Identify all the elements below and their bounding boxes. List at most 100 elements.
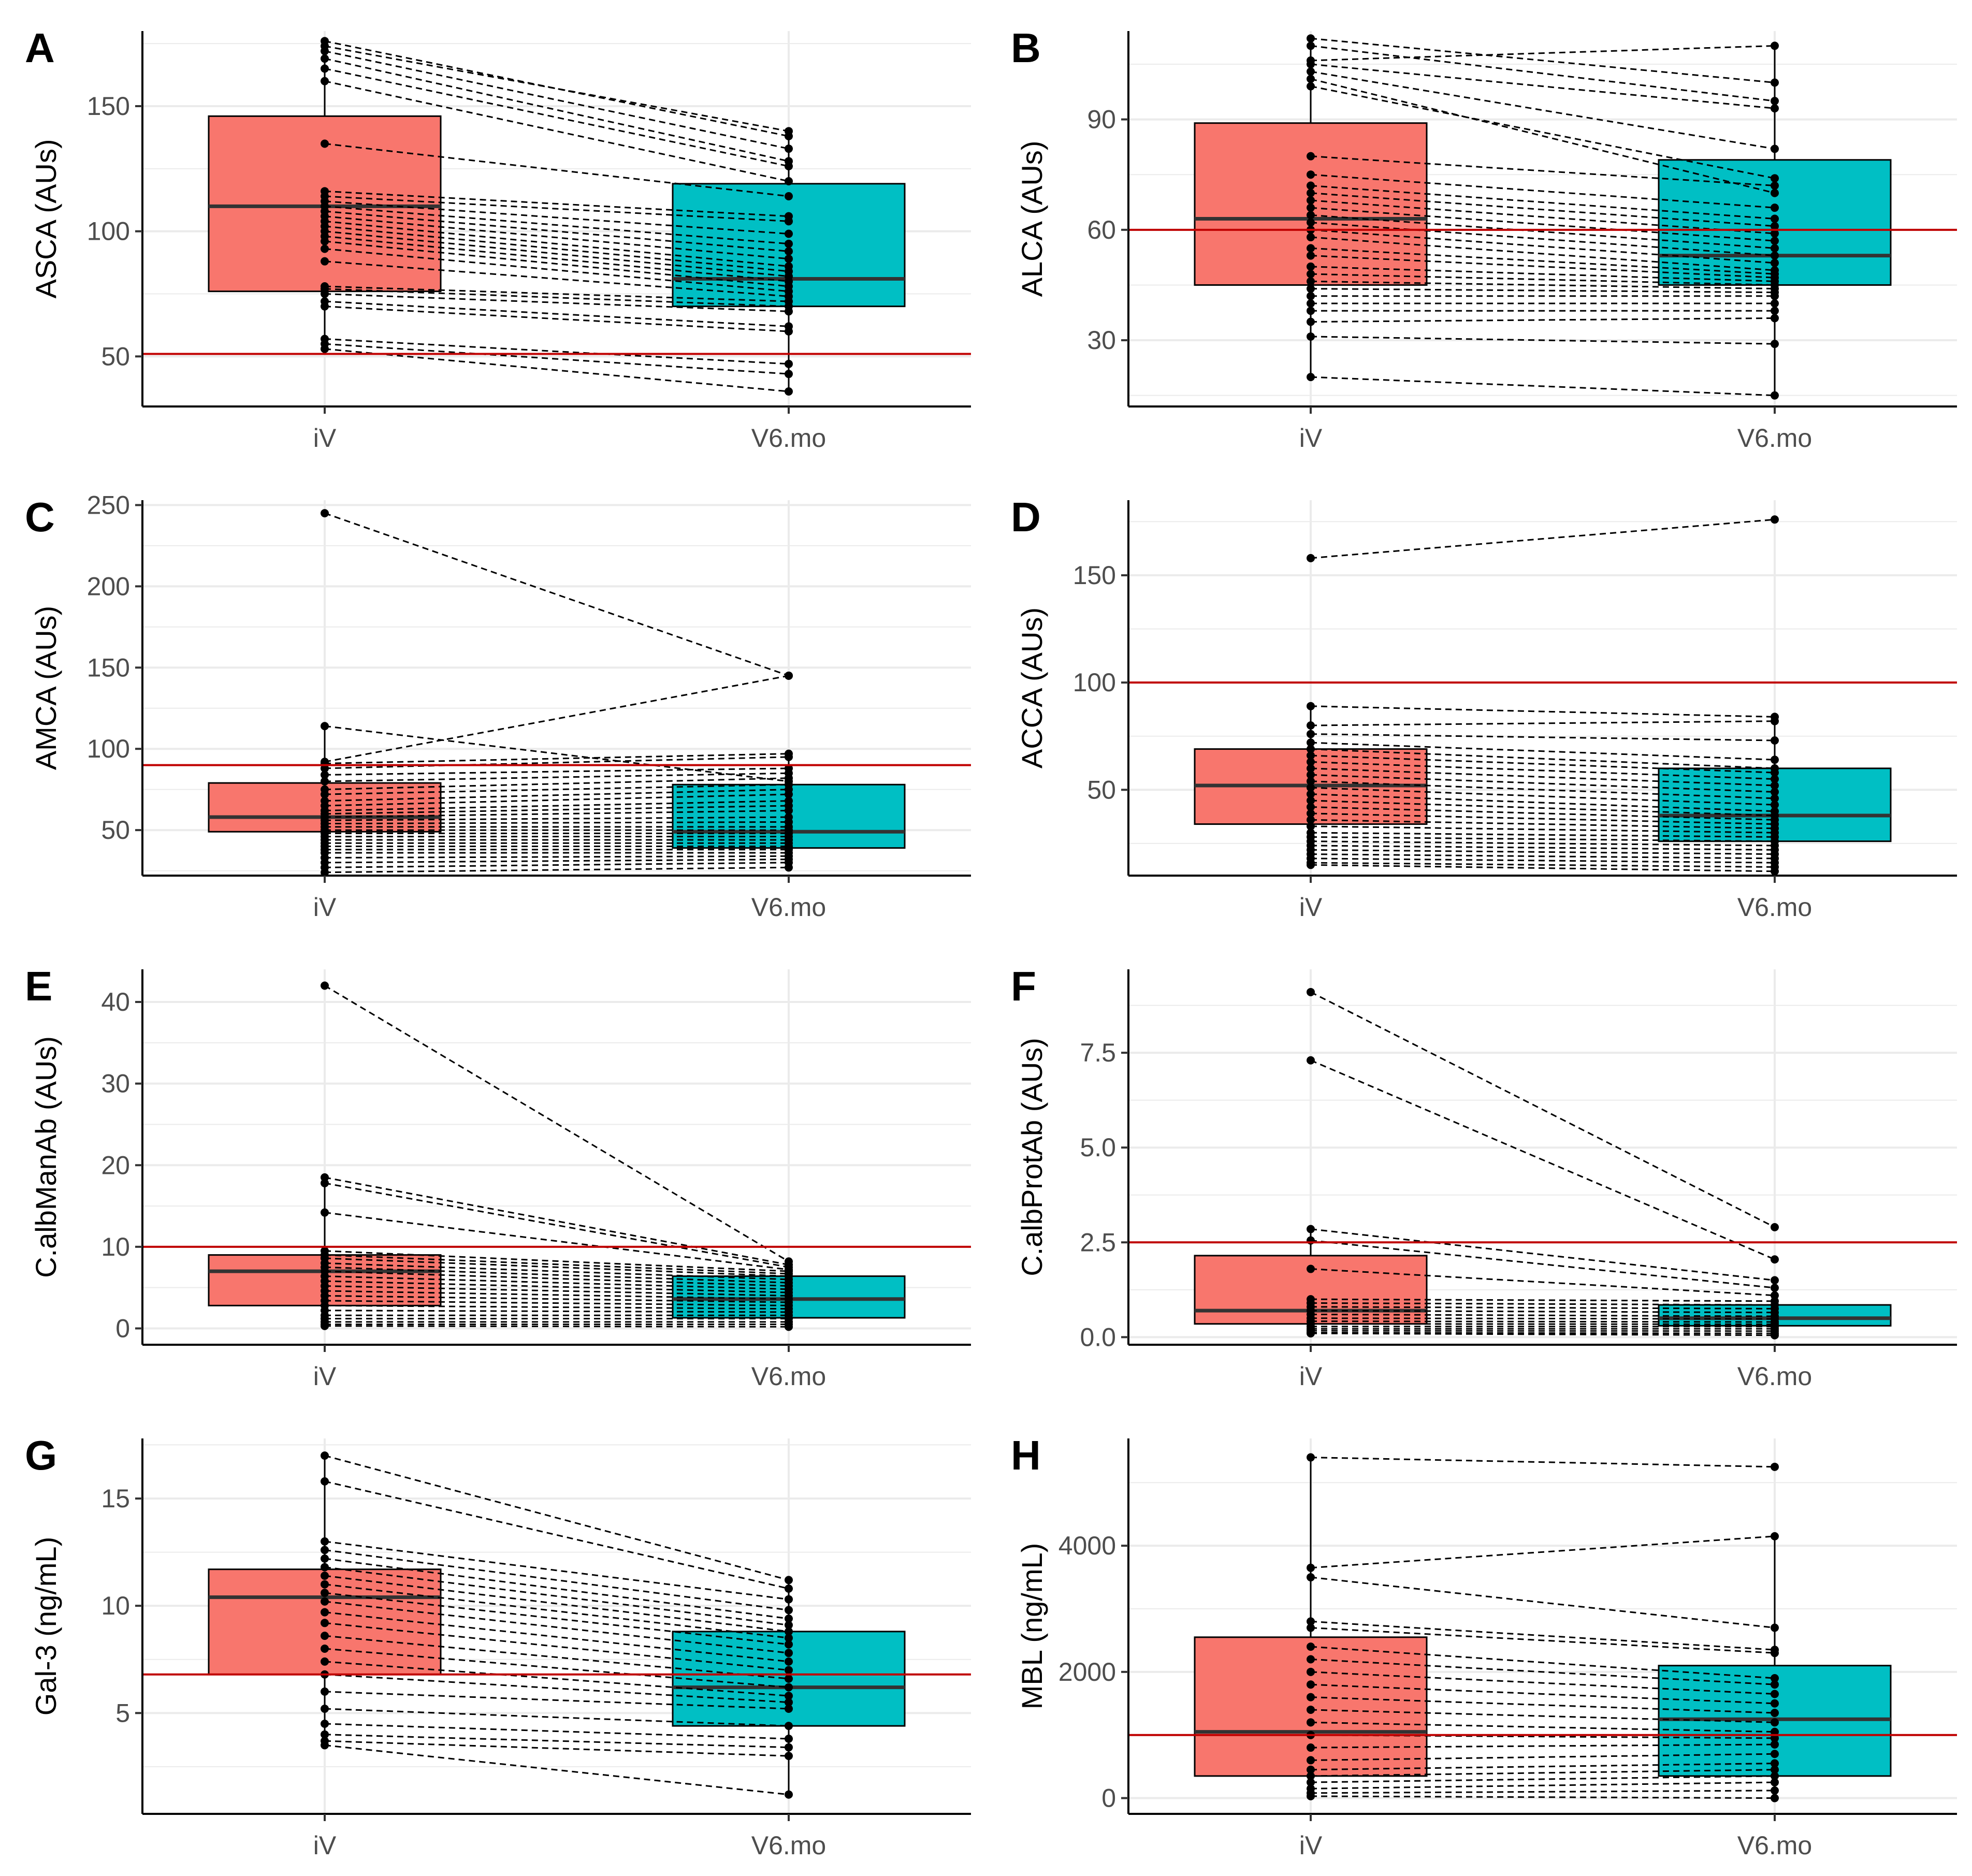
pair-line [1310, 1775, 1775, 1783]
data-point-v6mo [1771, 1709, 1779, 1718]
pair-line [324, 1540, 789, 1601]
x-tick-label: V6.mo [1737, 1362, 1813, 1391]
data-point-v6mo [785, 254, 793, 263]
pair-line [324, 1691, 789, 1710]
data-point-iv [321, 77, 329, 85]
x-tick-label: V6.mo [751, 1362, 827, 1391]
pair-line [324, 1270, 789, 1287]
data-point-v6mo [785, 177, 793, 185]
pair-line [324, 225, 789, 272]
pair-line [1310, 1302, 1775, 1306]
pair-line [324, 767, 789, 776]
data-point-v6mo [1771, 299, 1779, 308]
data-point-iv [1307, 764, 1315, 773]
y-tick-label: 150 [87, 92, 130, 121]
pair-line [1310, 748, 1775, 769]
data-point-v6mo [1771, 801, 1779, 809]
pair-line [1310, 761, 1775, 780]
pair-line [324, 348, 789, 392]
panel-letter: B [1011, 25, 1041, 71]
data-point-v6mo [1771, 251, 1779, 260]
x-tick-label: iV [313, 1362, 337, 1391]
pair-line [324, 260, 789, 297]
data-point-v6mo [1771, 1750, 1779, 1758]
data-point-iv [1307, 1718, 1315, 1727]
paired-observations [321, 981, 793, 1331]
pair-line [324, 1592, 789, 1646]
data-point-v6mo [785, 327, 793, 336]
data-point-iv [321, 777, 329, 786]
pair-line [324, 200, 789, 235]
pair-line [1310, 1313, 1775, 1317]
data-point-v6mo [785, 1752, 793, 1761]
data-point-iv [321, 1572, 329, 1580]
data-point-v6mo [1771, 1727, 1779, 1736]
data-point-v6mo [1771, 1331, 1779, 1340]
data-point-v6mo [785, 359, 793, 368]
data-point-iv [321, 1720, 329, 1728]
data-point-iv [1307, 1756, 1315, 1765]
pair-line [324, 1300, 789, 1306]
y-tick-label: 150 [87, 653, 130, 682]
data-point-iv [321, 64, 329, 73]
data-point-iv [321, 509, 329, 518]
pair-line [324, 195, 789, 222]
data-point-v6mo [1771, 203, 1779, 212]
pair-line [1310, 45, 1775, 102]
data-point-iv [1307, 218, 1315, 227]
pair-line [324, 1280, 789, 1293]
panel-d: 50 100 150 iV V6.mo ACCA (AUs) D [986, 469, 1972, 938]
pair-line [324, 1310, 789, 1313]
data-point-iv [1307, 770, 1315, 779]
paired-observations [321, 509, 793, 877]
pair-line [324, 205, 789, 245]
data-point-v6mo [1771, 1223, 1779, 1231]
pair-line [324, 1674, 789, 1704]
data-point-iv [1307, 60, 1315, 68]
data-point-iv [321, 1537, 329, 1546]
x-tick-label: V6.mo [751, 424, 827, 453]
pair-line [1310, 85, 1775, 179]
pair-line [1310, 518, 1775, 559]
data-point-iv [1307, 1693, 1315, 1702]
pair-line [324, 1648, 789, 1689]
pair-line [1310, 317, 1775, 323]
data-point-v6mo [1771, 1740, 1779, 1749]
pair-line [324, 1290, 789, 1300]
pair-line [1310, 853, 1775, 860]
data-point-v6mo [1771, 1674, 1779, 1683]
data-point-iv [1307, 751, 1315, 760]
data-point-v6mo [785, 127, 793, 136]
y-tick-label: 5 [115, 1698, 130, 1727]
data-point-v6mo [785, 1743, 793, 1752]
y-tick-label: 20 [101, 1151, 130, 1180]
data-point-iv [1307, 244, 1315, 253]
data-point-v6mo [785, 1705, 793, 1713]
pair-line [324, 1212, 789, 1271]
y-axis-title: Gal-3 (ng/mL) [30, 1537, 62, 1715]
data-point-v6mo [1771, 794, 1779, 803]
y-tick-label: 10 [101, 1591, 130, 1620]
data-point-v6mo [1771, 755, 1779, 764]
data-point-iv [1307, 796, 1315, 805]
data-point-v6mo [785, 217, 793, 226]
data-point-v6mo [1771, 97, 1779, 106]
data-point-v6mo [1771, 1532, 1779, 1540]
data-point-iv [1307, 170, 1315, 179]
data-point-iv [321, 302, 329, 311]
data-point-v6mo [785, 247, 793, 256]
pair-line [1310, 1790, 1775, 1794]
box-v6-mo [1658, 1536, 1892, 1798]
data-point-iv [1307, 809, 1315, 818]
pair-line [324, 215, 789, 260]
pair-line [324, 1740, 789, 1757]
data-point-v6mo [1771, 1786, 1779, 1795]
x-tick-label: iV [1299, 424, 1323, 453]
x-tick-label: V6.mo [1737, 424, 1813, 453]
data-point-iv [321, 1619, 329, 1627]
pair-line [1310, 185, 1775, 220]
pair-line [1310, 78, 1775, 194]
data-point-iv [1307, 721, 1315, 730]
y-tick-label: 100 [87, 217, 130, 246]
data-point-iv [1307, 816, 1315, 824]
